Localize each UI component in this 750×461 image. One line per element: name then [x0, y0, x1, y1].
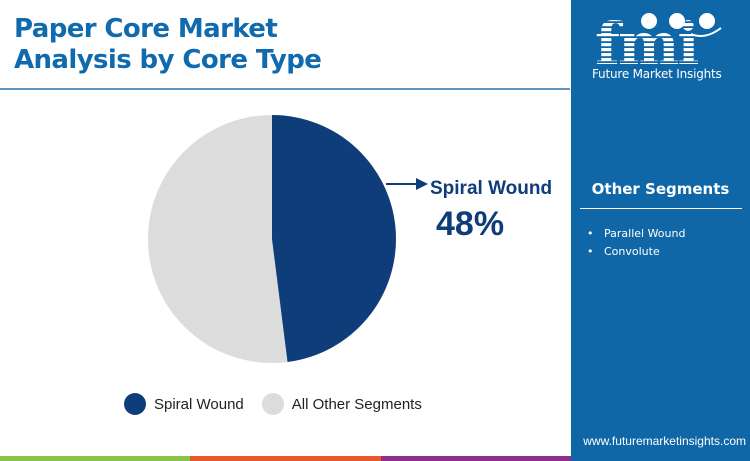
list-item: • Parallel Wound [587, 224, 685, 242]
globe-americas-icon [641, 13, 657, 29]
fmi-logo-icon: fmi [595, 10, 722, 78]
title-divider [0, 88, 570, 90]
legend-label: Spiral Wound [154, 395, 244, 413]
other-segments-divider [580, 208, 742, 209]
other-segments-title: Other Segments [591, 180, 730, 198]
segment-label: Parallel Wound [604, 226, 686, 240]
globe-europe-icon [669, 13, 685, 29]
legend-item-spiral-wound: Spiral Wound [124, 393, 244, 415]
fmi-logo: fmi [595, 8, 725, 78]
legend-label: All Other Segments [291, 395, 422, 413]
title-line-1: Paper Core Market [14, 14, 278, 44]
callout-label: Spiral Wound [430, 178, 553, 199]
bullet-icon: • [587, 226, 594, 240]
callout-value: 48% [436, 205, 505, 243]
bullet-icon: • [587, 244, 594, 258]
bar-green [0, 456, 191, 461]
bar-orange [190, 456, 381, 461]
legend-swatch-spiral-wound [124, 393, 146, 415]
list-item: • Convolute [587, 242, 685, 260]
segment-label: Convolute [604, 244, 660, 258]
website-link[interactable]: www.futuremarketinsights.com [583, 434, 746, 448]
bar-purple [380, 456, 571, 461]
title-line-2: Analysis by Core Type [14, 45, 322, 75]
bottom-color-bar [0, 456, 571, 461]
chart-legend: Spiral Wound All Other Segments [124, 393, 440, 415]
other-segments-list: • Parallel Wound • Convolute [587, 224, 685, 260]
sidebar-panel: fmi Future Market Insights Other Segment… [571, 0, 750, 461]
callout-arrow-icon [416, 178, 428, 190]
pie-slice-spiral-wound [272, 115, 396, 363]
pie-chart [148, 115, 428, 363]
globe-asia-icon [699, 13, 715, 29]
legend-swatch-other-segments [261, 393, 284, 415]
page-title: Paper Core Market Analysis by Core Type [14, 14, 322, 76]
brand-name: Future Market Insights [592, 67, 722, 81]
legend-item-all-other-segments: All Other Segments [261, 393, 422, 415]
